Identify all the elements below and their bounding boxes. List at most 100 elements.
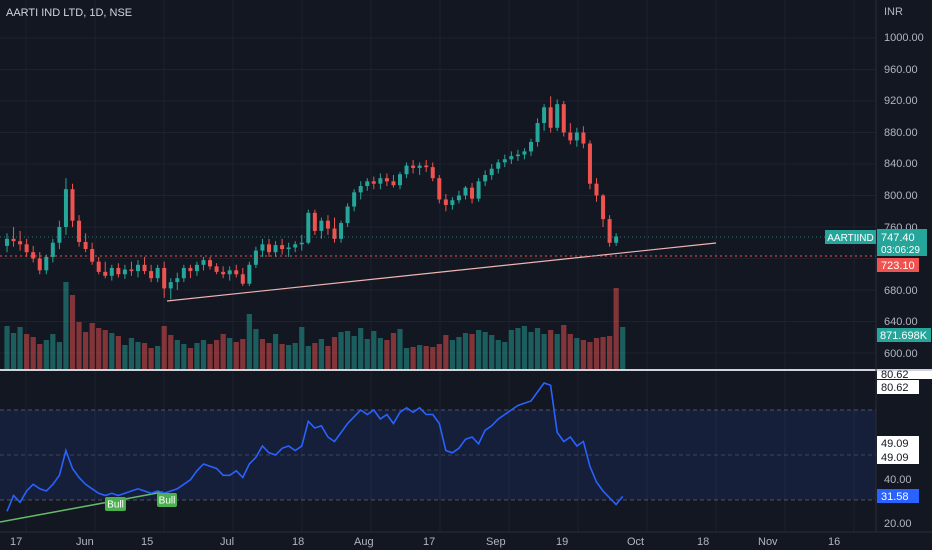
time-tick: Jun xyxy=(76,536,94,548)
volume-bar xyxy=(364,339,370,370)
volume-bar xyxy=(548,330,554,370)
candle-body xyxy=(352,192,357,207)
volume-bar xyxy=(292,343,298,370)
volume-bar xyxy=(4,326,10,370)
volume-bar xyxy=(390,333,397,370)
rsi-line xyxy=(6,382,624,512)
volume-bar xyxy=(253,329,259,370)
candle-body xyxy=(201,260,206,265)
candle-body xyxy=(561,104,566,133)
candle-body xyxy=(240,274,245,284)
volume-bar xyxy=(148,348,154,370)
candle-body xyxy=(18,241,23,245)
candle-body xyxy=(391,181,396,186)
candle-body xyxy=(443,199,448,205)
volume-bar xyxy=(377,338,383,370)
candle-body xyxy=(90,249,95,262)
candle-body xyxy=(574,132,579,141)
candle-body xyxy=(267,244,271,253)
candle-body xyxy=(378,178,383,184)
time-tick: Nov xyxy=(758,536,778,548)
candle-body xyxy=(168,282,173,289)
candle-body xyxy=(221,271,226,275)
volume-bar xyxy=(17,327,23,370)
time-axis[interactable]: 17 Jun 15 Jul 18 Aug 17 Sep 19 Oct 18 No… xyxy=(10,536,840,548)
time-tick: 18 xyxy=(697,536,709,548)
candle-body xyxy=(155,267,160,279)
candle-body xyxy=(286,247,291,250)
time-tick: 16 xyxy=(828,536,840,548)
pane-divider[interactable] xyxy=(0,369,932,371)
volume-bar xyxy=(508,330,514,370)
candle-body xyxy=(384,178,389,182)
candle-body xyxy=(476,181,481,199)
price-tick: 1000.00 xyxy=(884,32,924,44)
bull-divergence-line xyxy=(0,491,164,523)
line-price-badge: 723.10 xyxy=(877,258,919,272)
volume-bar xyxy=(331,337,338,370)
candle-body xyxy=(306,212,311,243)
candle-body xyxy=(568,132,573,141)
price-axis[interactable]: INR 1000.00 960.00 920.00 880.00 840.00 … xyxy=(884,6,924,360)
volume-bar xyxy=(272,334,279,370)
volume-bar xyxy=(403,348,410,370)
volume-bar xyxy=(410,347,416,370)
candle-body xyxy=(339,223,344,239)
time-tick: Aug xyxy=(354,536,374,548)
volume-bar xyxy=(515,328,521,370)
price-tick: 600.00 xyxy=(884,348,918,360)
rsi-axis[interactable]: 80.62 80.62 49.09 49.09 40.00 31.58 20.0… xyxy=(877,369,932,530)
volume-bar xyxy=(469,334,475,370)
volume-bar xyxy=(246,314,252,370)
volume-bar xyxy=(561,325,567,370)
volume-bar xyxy=(384,340,390,370)
volume-bar xyxy=(286,345,292,370)
candle-body xyxy=(601,195,606,220)
rsi-mid-value-2: 49.09 xyxy=(881,452,909,464)
bar-countdown: 03:06:29 xyxy=(881,245,920,256)
last-price-value: 747.40 xyxy=(881,232,915,244)
candle-body xyxy=(417,165,422,168)
volume-bar xyxy=(502,342,508,370)
rsi-upper-value: 80.62 xyxy=(881,382,909,394)
candle-body xyxy=(430,167,435,179)
candle-body xyxy=(37,258,42,271)
volume-bar xyxy=(305,346,311,370)
volume-bar xyxy=(462,333,469,370)
volume-bar xyxy=(541,334,547,370)
candle-body xyxy=(96,261,101,272)
candle-body xyxy=(24,244,29,253)
candle-body xyxy=(365,181,370,187)
candle-body xyxy=(398,174,402,186)
candle-body xyxy=(345,206,350,224)
volume-bar xyxy=(449,340,455,370)
currency-label: INR xyxy=(884,6,903,18)
candle-body xyxy=(214,266,219,272)
candle-body xyxy=(208,260,213,267)
volume-bar xyxy=(476,330,482,370)
symbol-badge[interactable]: AARTIIND xyxy=(825,230,876,244)
candle-body xyxy=(529,141,533,152)
candle-body xyxy=(136,264,140,272)
time-tick: 17 xyxy=(423,536,435,548)
candle-body xyxy=(437,178,442,200)
volume-bar xyxy=(89,323,95,370)
time-tick: 15 xyxy=(141,536,153,548)
bull-label-1: Bull xyxy=(105,497,126,511)
volume-bar xyxy=(76,322,82,370)
trend-line[interactable] xyxy=(166,242,717,302)
volume-bar xyxy=(240,339,246,370)
volume-bar xyxy=(214,340,220,370)
candle-body xyxy=(70,189,75,221)
volume-bar xyxy=(312,343,318,370)
volume-bar xyxy=(102,330,108,370)
volume-bar xyxy=(63,282,69,370)
time-tick: Oct xyxy=(627,536,644,548)
volume-bar xyxy=(96,328,102,370)
volume-bar xyxy=(56,342,62,370)
volume-bar xyxy=(69,295,76,370)
candle-body xyxy=(332,228,337,239)
candle-body xyxy=(31,252,36,259)
volume-bar xyxy=(122,345,128,370)
